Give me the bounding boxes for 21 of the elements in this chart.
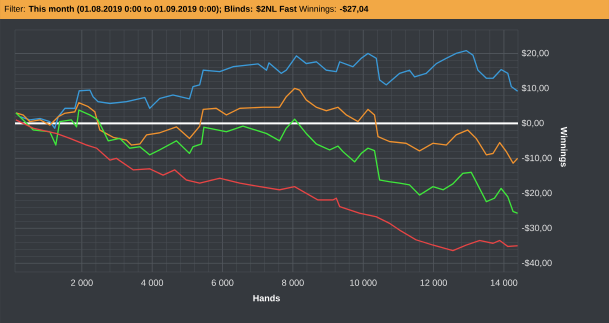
y-axis-title: Winnings xyxy=(558,126,568,167)
x-tick-label: 4 000 xyxy=(141,280,164,286)
chart-title: Filter: This month (01.08.2019 0:00 to 01.09.2019 0:00); Blinds: $2NL Fast Winnings: -$27,04 xyxy=(4,5,368,14)
y-tick-label: $0,00 xyxy=(522,119,544,128)
y-tick-label: $20,00 xyxy=(522,50,549,58)
y-tick-label: $10,00 xyxy=(522,84,549,92)
x-tick-label: 12 000 xyxy=(420,280,447,286)
x-tick-label: 2 000 xyxy=(71,280,93,286)
x-axis-title: Hands xyxy=(253,294,280,302)
line-series xyxy=(19,50,518,129)
line-series xyxy=(15,109,518,214)
x-tick-label: 6 000 xyxy=(212,280,234,286)
y-tick-label: -$10,00 xyxy=(522,154,552,162)
y-tick-label: -$40,00 xyxy=(522,259,552,268)
x-tick-label: 10 000 xyxy=(350,280,377,286)
line-series xyxy=(15,88,518,164)
y-tick-label: -$20,00 xyxy=(522,189,552,198)
x-tick-label: 14 000 xyxy=(490,280,518,286)
y-tick-label: -$30,00 xyxy=(522,224,552,232)
x-tick-label: 8 000 xyxy=(282,280,304,286)
line-series xyxy=(15,119,518,252)
